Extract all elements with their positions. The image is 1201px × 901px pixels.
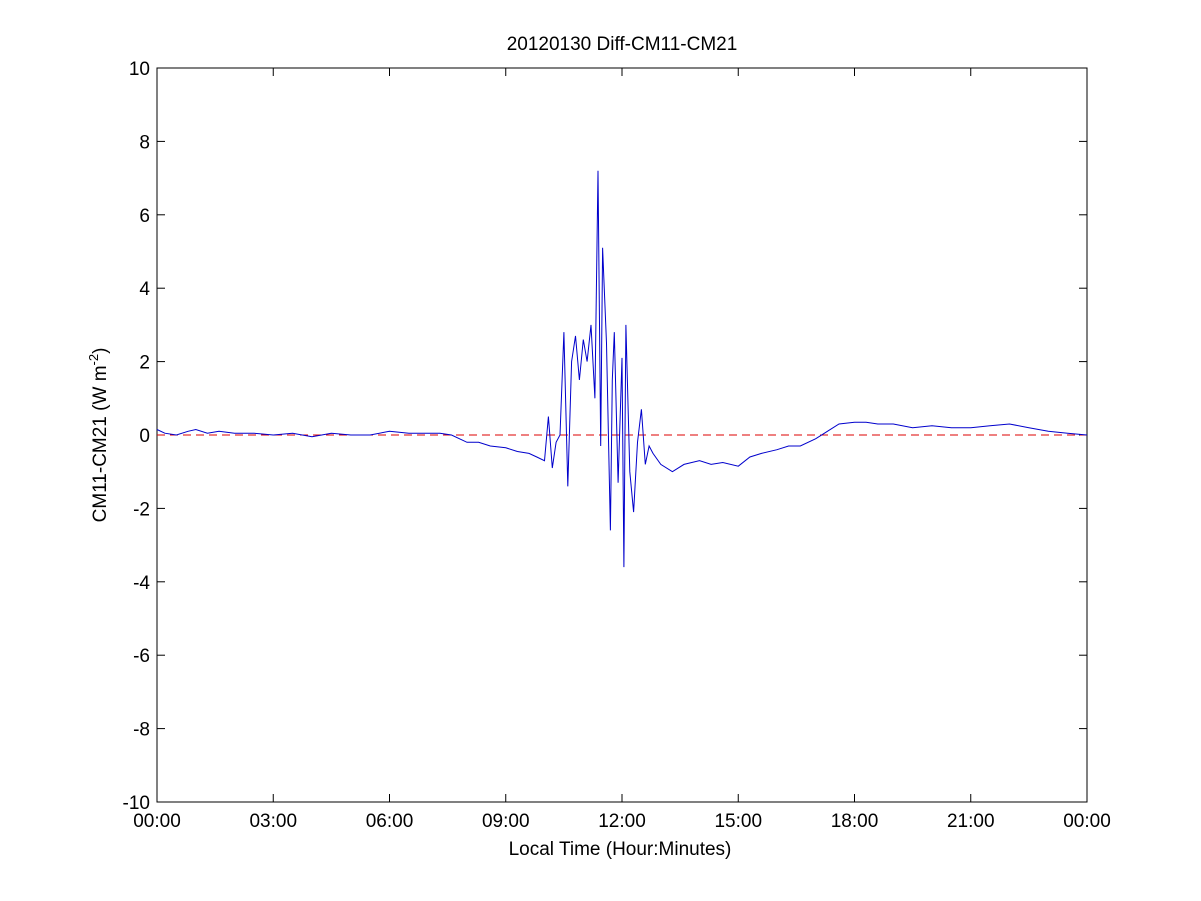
- x-tick-label: 18:00: [831, 811, 879, 832]
- y-tick-label: 4: [139, 279, 150, 300]
- y-tick-label: -8: [133, 720, 150, 741]
- x-axis: 00:00 03:00 06:00 09:00 12:00 15:00 18:00 21:00…: [133, 68, 1111, 832]
- y-tick-label: -2: [133, 499, 150, 520]
- y-axis-label: CM11-CM21 (W m-2): [86, 348, 111, 523]
- plot-area: [156, 67, 1088, 803]
- y-tick-label: 2: [139, 353, 150, 374]
- x-tick-label: 06:00: [366, 811, 414, 832]
- y-tick-label: 10: [129, 59, 150, 80]
- y-tick-label: 6: [139, 206, 150, 227]
- y-axis-label-main: CM11-CM21 (W m: [90, 365, 111, 522]
- series-line: [156, 170, 1088, 568]
- x-tick-label: 09:00: [482, 811, 530, 832]
- series-layer: [156, 170, 1088, 568]
- x-tick-label: 21:00: [947, 811, 995, 832]
- y-tick-label: -6: [133, 646, 150, 667]
- x-tick-label: 00:00: [133, 811, 181, 832]
- x-tick-label: 00:00: [1063, 811, 1111, 832]
- chart-title: 20120130 Diff-CM11-CM21: [507, 34, 738, 55]
- y-tick-label: 0: [139, 426, 150, 447]
- y-tick-label: -4: [133, 573, 150, 594]
- x-axis-label: Local Time (Hour:Minutes): [509, 839, 732, 860]
- x-tick-label: 12:00: [598, 811, 646, 832]
- y-axis-label-suffix: ): [90, 348, 111, 354]
- x-tick-label: 03:00: [249, 811, 297, 832]
- y-tick-label: -10: [123, 793, 150, 814]
- y-axis-label-superscript: -2: [86, 354, 101, 366]
- y-tick-label: 8: [139, 132, 150, 153]
- x-tick-label: 15:00: [714, 811, 762, 832]
